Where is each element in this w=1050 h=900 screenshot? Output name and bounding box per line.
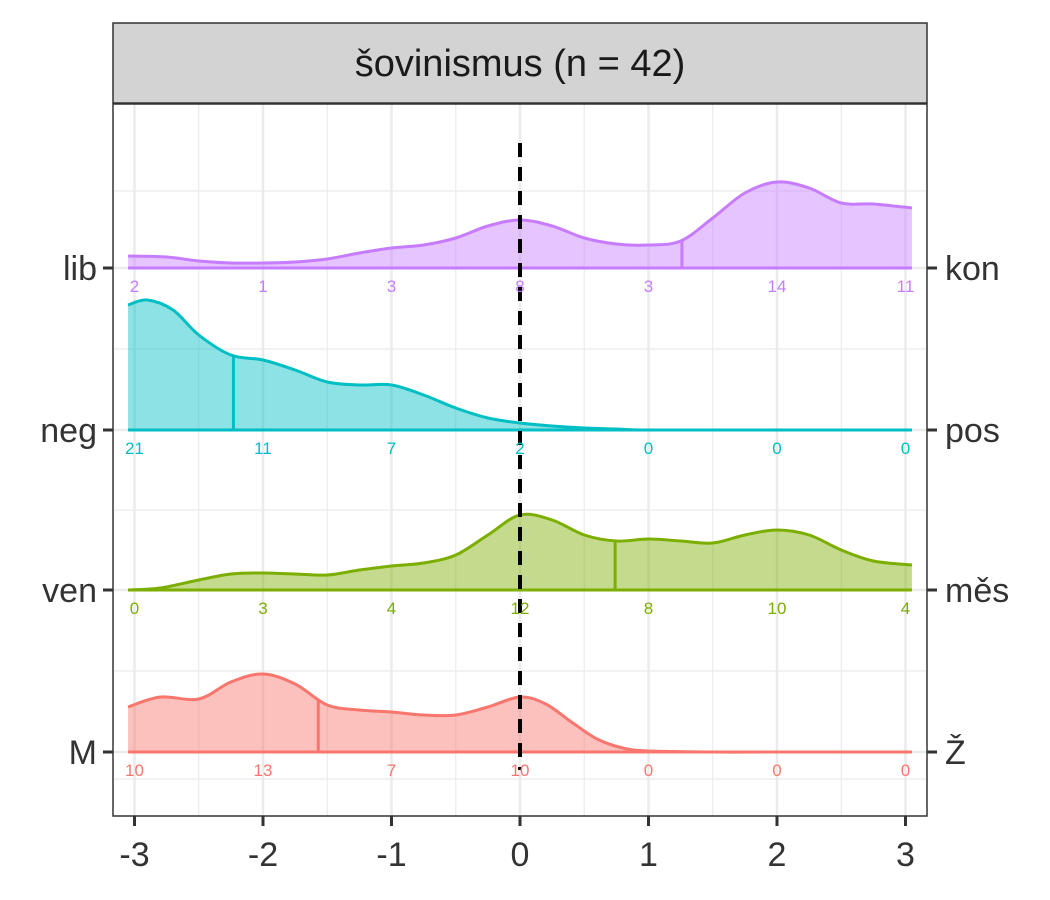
count-label: 0 [772,439,781,458]
x-tick-label: -2 [248,836,278,874]
count-label: 11 [254,439,272,458]
count-label: 3 [387,277,396,296]
x-tick-label: -3 [119,836,149,874]
count-label: 21 [125,439,144,458]
count-label: 7 [387,439,396,458]
ridge-neg [127,298,912,432]
count-label: 2 [515,439,524,458]
ridge-curve [127,298,912,432]
count-label: 0 [901,439,910,458]
strip-title: šovinismus (n = 42) [355,43,686,85]
count-label: 2 [130,277,139,296]
count-label: 0 [644,439,653,458]
count-label: 10 [125,761,144,780]
count-label: 0 [901,761,910,780]
count-label: 14 [768,277,787,296]
count-label: 8 [644,599,653,618]
count-label: 8 [515,277,524,296]
x-tick-label: 2 [768,836,787,874]
y-label-left: ven [42,572,97,610]
y-label-left: lib [63,250,97,288]
count-label: 11 [897,277,915,296]
x-tick-label: 1 [639,836,658,874]
y-label-right: měs [945,572,1009,610]
count-label: 13 [254,761,273,780]
y-label-right: Ž [945,734,966,772]
y-label-left: neg [40,412,97,450]
ridge-curve [127,672,912,754]
count-label: 4 [387,599,396,618]
strip-background [112,22,928,104]
ridge-area [128,673,912,753]
x-tick-label: 3 [896,836,915,874]
count-label: 10 [511,761,530,780]
count-label: 7 [387,761,396,780]
count-label: 1 [258,277,267,296]
x-tick-label: 0 [511,836,530,874]
y-label-left: M [69,734,97,772]
count-label: 0 [130,599,139,618]
ridge-area [128,299,912,431]
count-label: 10 [768,599,787,618]
count-label: 4 [901,599,910,618]
count-label: 12 [511,599,530,618]
count-label: 3 [644,277,653,296]
y-label-right: pos [945,412,1000,450]
count-label: 3 [258,599,267,618]
x-tick-label: -1 [376,836,406,874]
count-labels: 10 13 7 10 0 0 00 3 4 12 8 10 421 11 7 2 0 0 02 1 3 8 3 14 11 [125,277,914,780]
y-label-right: kon [945,250,1000,288]
count-label: 0 [772,761,781,780]
count-label: 0 [644,761,653,780]
